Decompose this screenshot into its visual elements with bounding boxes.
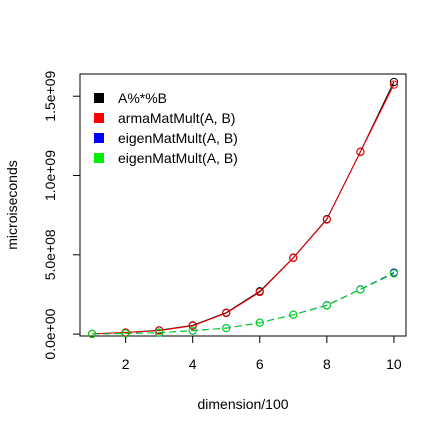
data-point [255,287,264,297]
data-point [222,324,231,333]
legend-swatch [94,133,104,143]
data-point [322,301,331,310]
legend-label: A%*%B [118,90,167,106]
y-tick-label: 1.0e+09 [42,150,58,201]
legend-label: eigenMatMult(A, B) [118,130,238,146]
y-tick-label: 1.5e+09 [42,70,58,121]
series-line [92,272,395,335]
x-tick-label: 6 [256,356,264,372]
y-axis: 0.0e+00 5.0e+08 1.0e+09 1.5e+09 [42,70,81,360]
series-points [87,77,399,339]
data-point [289,253,298,263]
data-point [389,80,399,89]
data-point [255,318,264,327]
x-tick-label: 10 [386,356,402,372]
y-tick-label: 5.0e+08 [42,229,58,280]
series-lines [92,81,395,335]
data-point [121,329,130,338]
legend-swatch [94,113,104,123]
y-axis-label: microiseconds [4,160,20,249]
data-point [188,321,197,330]
legend-swatch [94,153,104,163]
data-point [322,215,331,224]
data-point [389,77,399,87]
legend-label: eigenMatMult(A, B) [118,150,238,166]
data-point [155,326,164,335]
x-axis-label: dimension/100 [197,396,288,412]
x-tick-label: 2 [122,356,130,372]
legend-swatch [94,93,104,103]
series-line [92,273,395,335]
y-tick-label: 0.0e+00 [42,308,58,359]
legend-label: armaMatMult(A, B) [118,110,235,126]
data-point [87,329,97,339]
legend: A%*%B armaMatMult(A, B) eigenMatMult(A, B)… [94,90,238,166]
data-point [155,328,164,337]
data-point [389,269,399,278]
x-tick-label: 4 [189,356,197,372]
data-point [188,326,197,335]
data-point [289,310,298,320]
data-point [356,285,365,294]
data-point [222,309,231,318]
x-axis: 2 4 6 8 10 [122,335,402,372]
x-tick-label: 8 [323,356,331,372]
series-line [92,84,395,335]
data-point [356,147,365,157]
